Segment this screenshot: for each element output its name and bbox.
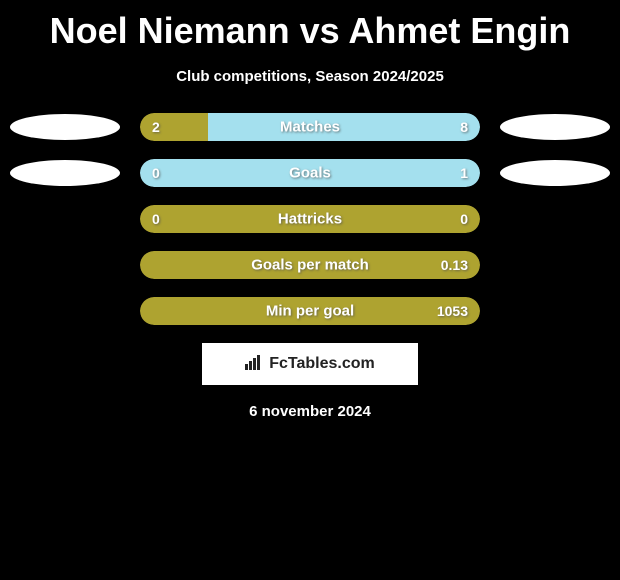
stat-value-right: 0 <box>460 211 468 227</box>
player-right-avatar <box>500 160 610 186</box>
stat-label: Matches <box>140 119 480 136</box>
stat-bar: Hattricks0 0 <box>140 205 480 233</box>
stat-value-left: 0 <box>152 211 160 227</box>
stat-row: Matches2 8 <box>0 113 620 141</box>
stat-bar: Min per goal1053 <box>140 297 480 325</box>
avatar-spacer <box>500 252 610 278</box>
avatar-spacer <box>10 298 120 324</box>
footer-date: 6 november 2024 <box>0 403 620 420</box>
stat-value-right: 1053 <box>437 303 468 319</box>
subtitle: Club competitions, Season 2024/2025 <box>0 68 620 85</box>
stat-row: Min per goal1053 <box>0 297 620 325</box>
stat-bar: Goals0 1 <box>140 159 480 187</box>
player-right-avatar <box>500 114 610 140</box>
stat-value-right: 8 <box>460 119 468 135</box>
stat-bar: Goals per match0.13 <box>140 251 480 279</box>
stat-label: Hattricks <box>140 211 480 228</box>
stat-label: Goals <box>140 165 480 182</box>
branding-text: FcTables.com <box>269 355 375 373</box>
branding-box: FcTables.com <box>202 343 418 385</box>
stat-value-left: 2 <box>152 119 160 135</box>
stats-container: Matches28Goals01Hattricks00Goals per mat… <box>0 113 620 325</box>
stat-label: Min per goal <box>140 303 480 320</box>
avatar-spacer <box>10 206 120 232</box>
stat-bar: Matches2 8 <box>140 113 480 141</box>
stat-value-right: 0.13 <box>441 257 468 273</box>
stat-value-right: 1 <box>460 165 468 181</box>
stat-row: Hattricks0 0 <box>0 205 620 233</box>
player-left-avatar <box>10 160 120 186</box>
avatar-spacer <box>10 252 120 278</box>
avatar-spacer <box>500 298 610 324</box>
branding-chart-icon <box>245 354 263 375</box>
stat-row: Goals per match0.13 <box>0 251 620 279</box>
stat-row: Goals0 1 <box>0 159 620 187</box>
page-title: Noel Niemann vs Ahmet Engin <box>0 0 620 52</box>
stat-value-left: 0 <box>152 165 160 181</box>
player-left-avatar <box>10 114 120 140</box>
stat-label: Goals per match <box>140 257 480 274</box>
avatar-spacer <box>500 206 610 232</box>
